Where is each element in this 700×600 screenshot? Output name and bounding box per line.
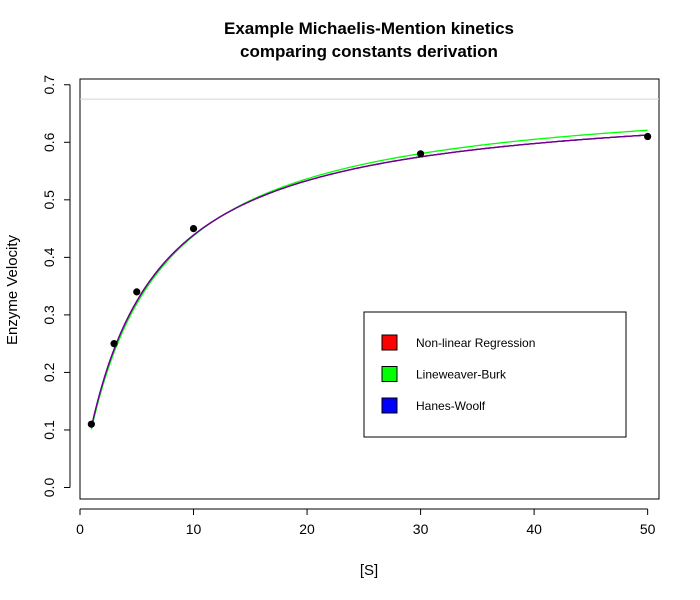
y-axis-label: Enzyme Velocity: [4, 234, 21, 345]
data-point: [133, 288, 141, 296]
x-tick-label: 30: [413, 521, 429, 537]
y-tick-label: 0.2: [41, 362, 57, 382]
y-tick-label: 0.5: [41, 190, 57, 210]
data-point: [87, 420, 95, 428]
series-line-overlap: [90, 134, 648, 428]
data-point: [644, 132, 652, 141]
legend: Non-linear Regression Lineweaver-Burk Hane…: [363, 311, 627, 438]
legend-label: Hanes-Woolf: [416, 399, 486, 413]
y-tick-label: 0.0: [41, 478, 57, 498]
y-tick-label: 0.1: [41, 420, 57, 440]
x-axis-label: [S]: [360, 562, 378, 579]
y-tick-label: 0.4: [41, 247, 57, 267]
y-tick-label: 0.3: [41, 305, 57, 325]
legend-swatch: [381, 366, 398, 382]
x-tick-label: 0: [76, 521, 84, 537]
chart-subtitle: comparing constants derivation: [240, 42, 498, 61]
legend-box: [363, 311, 627, 438]
x-tick-label: 20: [299, 521, 315, 537]
x-axis: 0 10 20 30 40 50: [76, 508, 656, 537]
data-point: [189, 224, 198, 233]
x-tick-label: 10: [186, 521, 202, 537]
x-tick-label: 50: [640, 521, 656, 537]
plot-area-border: [79, 78, 660, 500]
series-line-lineweaver-burk: [90, 129, 648, 430]
chart-title: Example Michaelis-Mention kinetics: [224, 19, 514, 38]
legend-label: Lineweaver-Burk: [416, 368, 507, 382]
x-tick-label: 40: [526, 521, 542, 537]
y-tick-label: 0.7: [41, 75, 57, 95]
curve-layer: [90, 129, 648, 430]
data-point: [416, 150, 425, 158]
y-tick-label: 0.6: [41, 132, 57, 152]
data-points-layer: [87, 132, 652, 428]
data-point: [110, 340, 118, 348]
legend-label: Non-linear Regression: [416, 336, 535, 350]
legend-swatch: [381, 397, 398, 414]
legend-swatch: [381, 334, 398, 351]
y-axis: 0.0 0.1 0.2 0.3 0.4 0.5 0.6 0.7: [41, 75, 71, 498]
